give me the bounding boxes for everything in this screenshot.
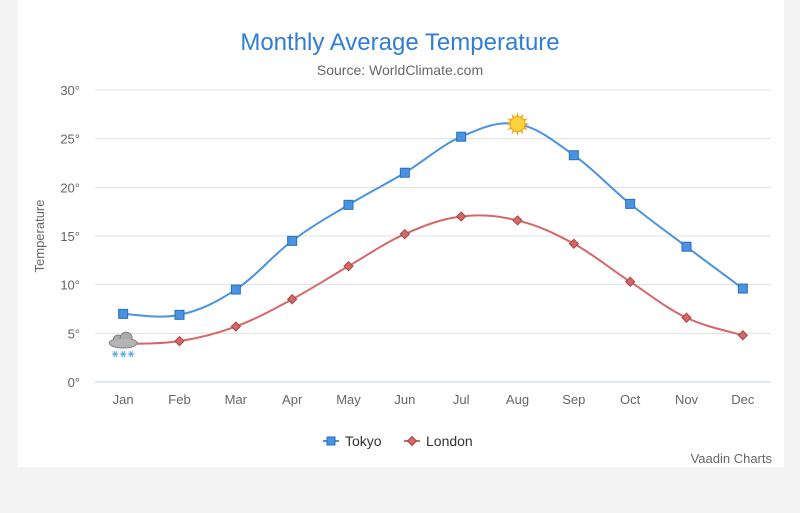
data-point-london-sep[interactable] [568,238,580,249]
x-tick-label: Feb [168,392,190,407]
data-point-tokyo-jan[interactable] [118,308,129,319]
data-point-tokyo-sep[interactable] [568,150,579,161]
y-tick-label: 5° [68,326,80,341]
y-tick-labels: 0° 5° 10° 15° 20° 25° 30° [60,83,80,390]
y-tick-label: 0° [68,375,80,390]
data-point-london-aug[interactable] [512,215,523,226]
legend-label: London [426,433,473,449]
x-tick-label: Mar [225,392,248,407]
y-tick-label: 30° [60,83,80,98]
x-tick-label: Nov [675,392,699,407]
data-point-london-jun[interactable] [399,228,411,240]
data-point-london-mar[interactable] [230,321,242,332]
x-tick-label: Oct [620,392,641,407]
data-point-london-oct[interactable] [624,276,636,287]
y-tick-label: 25° [60,132,80,147]
data-point-london-feb[interactable] [174,335,185,347]
legend-label: Tokyo [345,433,382,449]
data-point-london-jul[interactable] [455,211,467,222]
x-tick-labels: Jan Feb Mar Apr May Jun Jul Aug Sep Oct Nov Dec [113,392,755,407]
data-point-london-nov[interactable] [681,312,692,323]
legend-item-tokyo[interactable]: Tokyo [323,433,382,449]
grid-lines [95,89,771,383]
chart-subtitle: Source: WorldClimate.com [317,62,483,78]
y-tick-label: 15° [60,229,80,244]
x-tick-label: May [336,392,361,407]
sun-icon [505,112,530,137]
data-point-tokyo-apr[interactable] [287,235,298,246]
series-markers [108,112,749,358]
data-point-tokyo-dec[interactable] [737,283,748,294]
y-tick-label: 20° [60,180,80,195]
series-line-tokyo [123,122,744,318]
x-tick-label: Apr [282,392,303,407]
data-point-tokyo-feb[interactable] [174,309,185,320]
data-point-tokyo-jul[interactable] [456,131,467,142]
x-tick-label: Sep [562,392,585,407]
credits-link[interactable]: Vaadin Charts [691,451,773,466]
chart-svg: Monthly Average Temperature Source: Worl… [32,29,773,466]
snow-cloud-icon [108,331,138,358]
series-lines [123,122,744,346]
x-tick-label: Aug [506,392,529,407]
chart-title: Monthly Average Temperature [240,29,559,56]
data-point-tokyo-oct[interactable] [625,198,636,209]
data-point-tokyo-jun[interactable] [399,167,410,178]
chart-panel: Monthly Average Temperature Source: Worl… [18,0,784,467]
y-axis-title: Temperature [32,200,47,273]
data-point-london-apr[interactable] [286,294,298,305]
data-point-tokyo-may[interactable] [343,199,354,210]
y-tick-label: 10° [60,278,80,293]
x-tick-label: Jun [394,392,415,407]
x-tick-label: Dec [731,392,755,407]
data-point-tokyo-nov[interactable] [681,241,692,252]
series-line-london [123,214,744,346]
data-point-tokyo-mar[interactable] [230,284,241,295]
x-tick-label: Jul [453,392,470,407]
legend-item-london[interactable]: London [404,433,473,449]
legend: Tokyo London [323,433,473,449]
data-point-london-dec[interactable] [737,330,749,341]
data-point-london-may[interactable] [343,260,354,272]
x-tick-label: Jan [113,392,134,407]
